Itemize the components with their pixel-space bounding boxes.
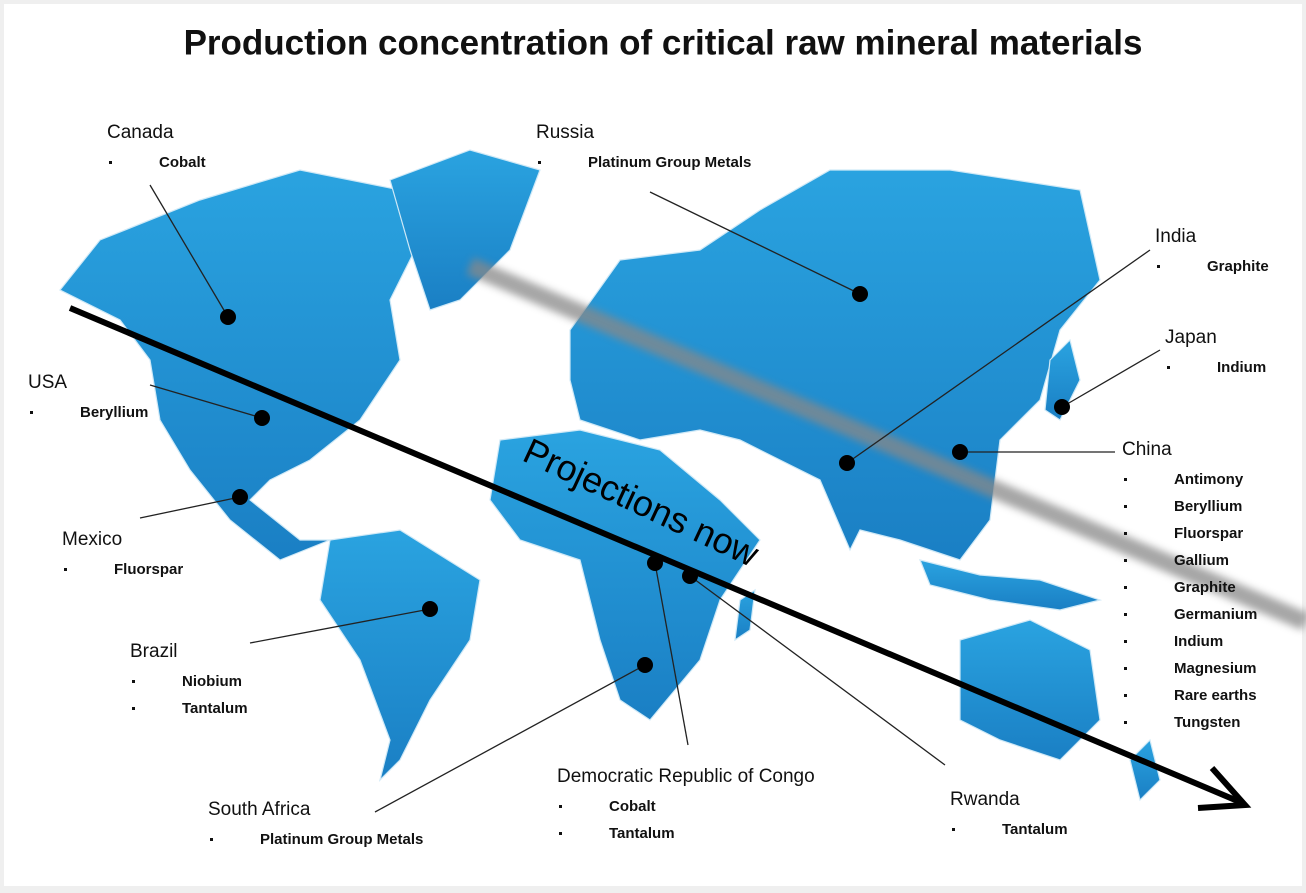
bullet bbox=[1124, 478, 1127, 481]
location-dot bbox=[952, 444, 968, 460]
bullet bbox=[1157, 265, 1160, 268]
mineral: Cobalt bbox=[159, 154, 206, 171]
leader-line bbox=[654, 562, 689, 746]
bullet bbox=[1124, 721, 1127, 724]
bullet bbox=[132, 680, 135, 683]
country-name: USA bbox=[28, 372, 67, 393]
bullet bbox=[1124, 505, 1127, 508]
mineral: Magnesium bbox=[1174, 660, 1257, 677]
mineral: Tungsten bbox=[1174, 714, 1240, 731]
country-name: Japan bbox=[1165, 327, 1217, 348]
bullet bbox=[1124, 532, 1127, 535]
mineral: Indium bbox=[1174, 633, 1223, 650]
location-dot bbox=[220, 309, 236, 325]
bullet bbox=[1124, 613, 1127, 616]
bullet bbox=[1124, 667, 1127, 670]
country-name: Mexico bbox=[62, 529, 122, 550]
mineral: Tantalum bbox=[609, 825, 675, 842]
leader-line bbox=[1061, 349, 1161, 408]
mineral: Niobium bbox=[182, 673, 242, 690]
leader-line bbox=[649, 191, 861, 295]
mineral: Beryllium bbox=[1174, 498, 1242, 515]
mineral: Rare earths bbox=[1174, 687, 1257, 704]
mineral: Platinum Group Metals bbox=[260, 831, 423, 848]
leader-line bbox=[149, 184, 229, 318]
mineral: Fluorspar bbox=[1174, 525, 1243, 542]
bullet bbox=[1124, 559, 1127, 562]
mineral: Graphite bbox=[1174, 579, 1236, 596]
bullet bbox=[132, 707, 135, 710]
mineral: Germanium bbox=[1174, 606, 1257, 623]
world-map bbox=[59, 149, 1161, 802]
mineral: Beryllium bbox=[80, 404, 148, 421]
country-name: Rwanda bbox=[950, 789, 1020, 810]
bullet bbox=[1167, 366, 1170, 369]
bullet bbox=[210, 838, 213, 841]
bullet bbox=[952, 828, 955, 831]
location-dot bbox=[232, 489, 248, 505]
mineral: Cobalt bbox=[609, 798, 656, 815]
country-name: Russia bbox=[536, 122, 595, 143]
mineral: Tantalum bbox=[182, 700, 248, 717]
country-name: Democratic Republic of Congo bbox=[557, 766, 815, 787]
bullet bbox=[30, 411, 33, 414]
mineral: Antimony bbox=[1174, 471, 1244, 488]
location-dot bbox=[254, 410, 270, 426]
mineral: Graphite bbox=[1207, 258, 1269, 275]
leader-line bbox=[149, 384, 263, 419]
location-dot bbox=[839, 455, 855, 471]
location-dot bbox=[422, 601, 438, 617]
location-dot bbox=[637, 657, 653, 673]
location-dot bbox=[852, 286, 868, 302]
leader-line bbox=[689, 575, 946, 766]
country-name: India bbox=[1155, 226, 1197, 247]
bullet bbox=[559, 832, 562, 835]
country-name: Canada bbox=[107, 122, 174, 143]
country-name: Brazil bbox=[130, 641, 178, 662]
shadow-band bbox=[466, 257, 1306, 631]
mineral: Gallium bbox=[1174, 552, 1229, 569]
mineral: Tantalum bbox=[1002, 821, 1068, 838]
bullet bbox=[1124, 586, 1127, 589]
bullet bbox=[1124, 640, 1127, 643]
leader-line bbox=[249, 608, 431, 644]
leader-line bbox=[846, 249, 1151, 464]
bullet bbox=[64, 568, 67, 571]
country-name: South Africa bbox=[208, 799, 311, 820]
bullet bbox=[538, 161, 541, 164]
bullet bbox=[559, 805, 562, 808]
mineral: Indium bbox=[1217, 359, 1266, 376]
bullet bbox=[109, 161, 112, 164]
title: Production concentration of critical raw… bbox=[184, 23, 1143, 62]
location-dot bbox=[1054, 399, 1070, 415]
mineral: Platinum Group Metals bbox=[588, 154, 751, 171]
mineral: Fluorspar bbox=[114, 561, 183, 578]
arrow bbox=[68, 305, 1252, 811]
country-name: China bbox=[1122, 439, 1172, 460]
leader-line bbox=[374, 664, 646, 813]
leader-line bbox=[139, 496, 241, 519]
bullet bbox=[1124, 694, 1127, 697]
